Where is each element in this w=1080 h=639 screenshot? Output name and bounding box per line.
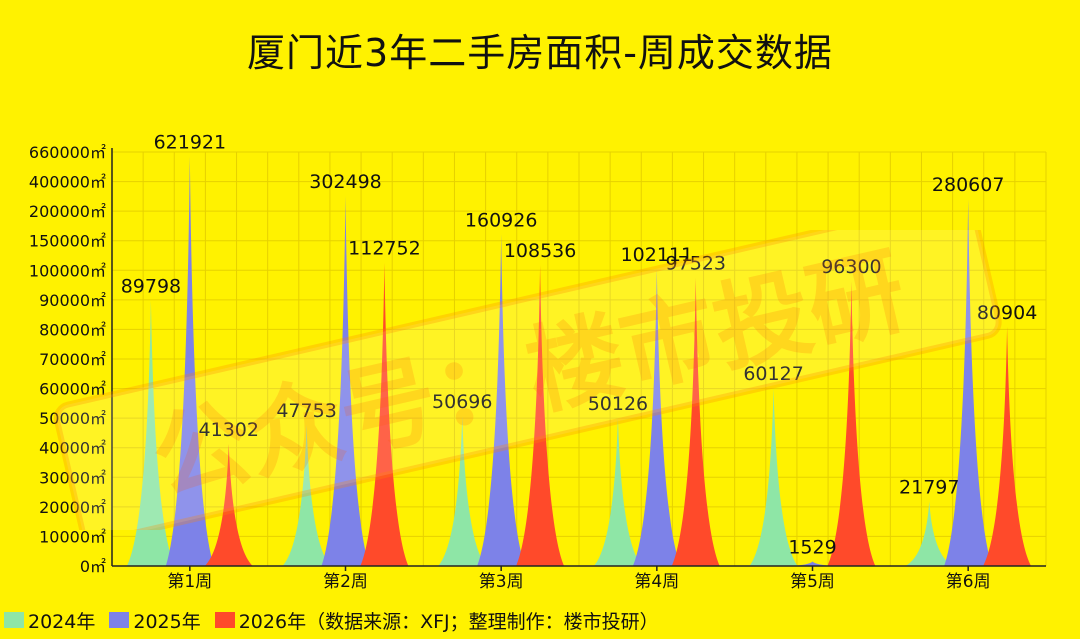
y-tick-label: 80000㎡ xyxy=(39,320,106,339)
area-spike xyxy=(671,277,720,566)
data-label: 96300 xyxy=(821,256,881,278)
area-spike xyxy=(593,417,642,566)
area-layer xyxy=(126,156,1032,567)
area-spike xyxy=(360,262,409,566)
area-spike xyxy=(983,326,1032,566)
legend-item: 2024年 xyxy=(4,607,95,634)
x-tick-label: 第2周 xyxy=(323,572,368,592)
y-tick-label: 70000㎡ xyxy=(39,350,106,369)
x-tick-label: 第5周 xyxy=(790,572,835,592)
data-label: 50126 xyxy=(588,393,648,415)
area-spike xyxy=(204,443,253,566)
y-tick-label: 90000㎡ xyxy=(39,291,106,310)
data-label: 160926 xyxy=(465,209,538,231)
label-layer: 89798 621921 41302 47753 302498 112752 50696 16… xyxy=(121,131,1038,558)
y-tick-label: 50000㎡ xyxy=(39,409,106,428)
legend-swatch xyxy=(214,612,235,628)
legend-swatch xyxy=(4,612,24,628)
y-tick-label: 200000㎡ xyxy=(29,202,106,221)
y-tick-label: 20000㎡ xyxy=(39,498,106,517)
data-label: 80904 xyxy=(977,302,1037,324)
area-spike xyxy=(827,281,876,566)
data-label: 621921 xyxy=(154,131,227,153)
data-label: 1529 xyxy=(788,536,836,558)
x-tick-label: 第4周 xyxy=(634,572,679,592)
data-label: 280607 xyxy=(932,174,1005,196)
data-label: 302498 xyxy=(309,171,382,193)
area-spike xyxy=(321,195,370,566)
y-tick-label: 30000㎡ xyxy=(39,468,106,487)
legend-item: 2026年（数据来源：XFJ；整理制作：楼市投研） xyxy=(214,607,659,634)
legend-swatch xyxy=(109,612,130,628)
data-label: 97523 xyxy=(666,253,726,275)
area-spike xyxy=(126,300,175,566)
x-tick-label: 第3周 xyxy=(479,572,524,592)
area-spike xyxy=(438,416,487,566)
axis-layer: 0㎡ 10000㎡ 20000㎡ 30000㎡ 40000㎡ 50000㎡ 60000㎡ 70… xyxy=(29,143,1046,592)
y-tick-label: 100000㎡ xyxy=(29,261,106,280)
area-spike xyxy=(632,269,681,566)
legend-label: 2025年 xyxy=(133,610,201,633)
y-tick-label: 660000㎡ xyxy=(29,143,106,162)
area-spike xyxy=(944,199,993,566)
y-tick-label: 0㎡ xyxy=(80,557,106,576)
legend-label: 2026年（数据来源：XFJ；整理制作：楼市投研） xyxy=(238,610,659,633)
y-tick-label: 400000㎡ xyxy=(29,173,106,192)
data-label: 21797 xyxy=(899,477,959,499)
area-spike xyxy=(282,424,331,566)
x-tick-label: 第6周 xyxy=(946,572,991,592)
x-tick-label: 第1周 xyxy=(167,572,212,592)
data-label: 50696 xyxy=(432,391,492,413)
area-spike xyxy=(905,501,954,566)
grid-layer xyxy=(112,151,1047,567)
area-spike xyxy=(516,265,565,566)
legend: 2024年 2025年 2026年（数据来源：XFJ；整理制作：楼市投研） xyxy=(4,606,673,634)
area-spike xyxy=(477,234,526,567)
y-tick-label: 60000㎡ xyxy=(39,380,106,399)
legend-label: 2024年 xyxy=(28,610,96,633)
data-label: 89798 xyxy=(121,275,181,297)
data-label: 60127 xyxy=(743,363,803,385)
data-label: 102111 xyxy=(621,244,694,266)
data-label: 112752 xyxy=(348,238,421,260)
area-spike xyxy=(165,156,214,566)
y-tick-label: 10000㎡ xyxy=(39,527,106,546)
legend-item: 2025年 xyxy=(109,607,201,634)
y-tick-label: 150000㎡ xyxy=(29,232,106,251)
y-tick-label: 40000㎡ xyxy=(39,439,106,458)
data-label: 41302 xyxy=(199,419,259,441)
area-spike xyxy=(749,388,798,566)
area-spike xyxy=(788,561,837,566)
data-label: 108536 xyxy=(504,240,577,262)
data-label: 47753 xyxy=(276,400,336,422)
chart-title: 厦门近3年二手房面积-周成交数据 xyxy=(247,31,833,75)
